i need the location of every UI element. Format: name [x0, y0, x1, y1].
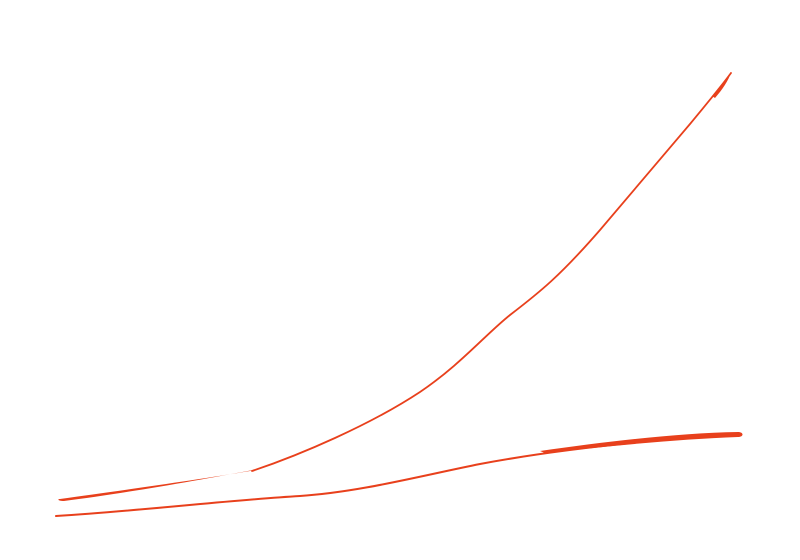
upper-stroke-tip [712, 72, 731, 98]
upper-stroke-start [58, 469, 258, 501]
lower-stroke-end [540, 432, 743, 453]
upper-stroke [251, 72, 732, 472]
